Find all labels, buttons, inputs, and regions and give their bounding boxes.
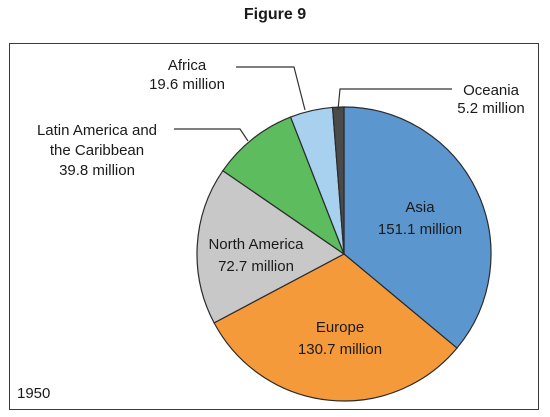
slice-name-north-america: North America — [208, 236, 304, 253]
pie-slice-asia — [343, 106, 492, 349]
chart-frame — [9, 43, 539, 410]
slice-name-asia: Asia — [405, 199, 435, 216]
leader-lines — [174, 66, 452, 142]
leader-line-oceania — [337, 88, 452, 111]
slice-name-oceania: Oceania — [463, 82, 520, 99]
leader-line-latin-america-and-the-caribbean — [174, 128, 249, 142]
slice-value-europe: 130.7 million — [298, 341, 382, 358]
slice-name-africa: Africa — [168, 57, 207, 74]
leader-line-africa — [236, 66, 306, 111]
slice-value-north-america: 72.7 million — [218, 258, 294, 275]
slice-name-latin-america-and-the-caribbean: the Caribbean — [50, 142, 144, 159]
slice-value-latin-america-and-the-caribbean: 39.8 million — [59, 162, 135, 179]
slice-value-asia: 151.1 million — [378, 221, 462, 238]
slice-value-oceania: 5.2 million — [457, 100, 525, 117]
slice-name-latin-america-and-the-caribbean: Latin America and — [37, 122, 157, 139]
pie-slices — [196, 106, 492, 402]
pie-slice-latin-america-and-the-caribbean — [222, 116, 346, 256]
slice-name-europe: Europe — [316, 319, 364, 336]
year-label: 1950 — [17, 385, 50, 402]
slice-value-africa: 19.6 million — [149, 76, 225, 93]
figure-title: Figure 9 — [243, 6, 307, 23]
slice-labels: Asia 151.1 million Europe 130.7 million Nort… — [37, 57, 525, 358]
pie-slice-north-america — [196, 169, 346, 324]
